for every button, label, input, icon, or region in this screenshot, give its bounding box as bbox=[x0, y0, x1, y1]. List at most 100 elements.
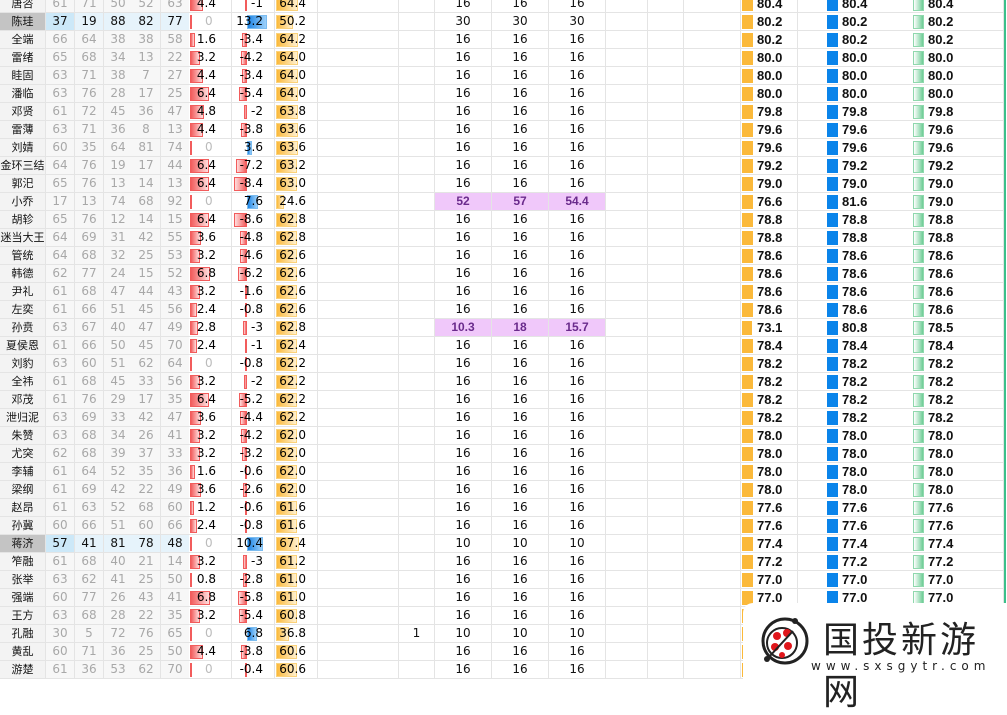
stat-cell[interactable]: 82 bbox=[132, 13, 161, 31]
empty-cell[interactable] bbox=[883, 337, 912, 355]
stat-cell[interactable]: 61 bbox=[46, 337, 75, 355]
mid-value-cell[interactable]: 16 bbox=[549, 283, 606, 301]
col2-cell[interactable]: 78.4 bbox=[826, 337, 883, 355]
stat-cell[interactable]: 60 bbox=[46, 517, 75, 535]
mid-value-cell[interactable]: 16 bbox=[492, 517, 549, 535]
empty-cell[interactable] bbox=[318, 643, 399, 661]
mid-value-cell[interactable]: 16 bbox=[492, 607, 549, 625]
empty-cell[interactable] bbox=[684, 211, 741, 229]
stat-cell[interactable]: 68 bbox=[75, 373, 104, 391]
empty-cell[interactable] bbox=[798, 535, 826, 553]
mid-value-cell[interactable]: 16 bbox=[435, 499, 492, 517]
col2-cell[interactable]: 78.6 bbox=[826, 283, 883, 301]
extra-cell[interactable] bbox=[399, 535, 435, 553]
diff-cell[interactable]: -7.2 bbox=[232, 157, 275, 175]
score-cell[interactable]: 64.0 bbox=[275, 67, 318, 85]
empty-cell[interactable] bbox=[798, 553, 826, 571]
col2-cell[interactable]: 78.6 bbox=[826, 301, 883, 319]
mid-value-cell[interactable]: 16 bbox=[435, 103, 492, 121]
stat-cell[interactable]: 65 bbox=[46, 175, 75, 193]
empty-cell[interactable] bbox=[684, 265, 741, 283]
stat-cell[interactable]: 62 bbox=[46, 265, 75, 283]
empty-cell[interactable] bbox=[648, 463, 684, 481]
empty-cell[interactable] bbox=[969, 0, 1004, 13]
name-cell[interactable]: 孙冀 bbox=[0, 517, 46, 535]
stat-cell[interactable]: 64 bbox=[75, 463, 104, 481]
stat-cell[interactable]: 65 bbox=[161, 625, 190, 643]
score-cell[interactable]: 62.6 bbox=[275, 247, 318, 265]
stat-cell[interactable]: 53 bbox=[161, 247, 190, 265]
stat-cell[interactable]: 14 bbox=[132, 175, 161, 193]
empty-cell[interactable] bbox=[684, 427, 741, 445]
empty-cell[interactable] bbox=[606, 589, 648, 607]
empty-cell[interactable] bbox=[318, 499, 399, 517]
stat-cell[interactable]: 43 bbox=[132, 589, 161, 607]
stat-cell[interactable]: 35 bbox=[132, 463, 161, 481]
mid-value-cell[interactable]: 16 bbox=[549, 445, 606, 463]
stat-cell[interactable]: 45 bbox=[104, 103, 133, 121]
name-cell[interactable]: 管统 bbox=[0, 247, 46, 265]
name-cell[interactable]: 梁纲 bbox=[0, 481, 46, 499]
empty-cell[interactable] bbox=[883, 391, 912, 409]
extra-cell[interactable] bbox=[399, 445, 435, 463]
stat-cell[interactable]: 81 bbox=[104, 535, 133, 553]
col3-cell[interactable]: 78.0 bbox=[912, 463, 969, 481]
name-cell[interactable]: 朱赞 bbox=[0, 427, 46, 445]
stat-cell[interactable]: 63 bbox=[161, 0, 190, 13]
extra-cell[interactable] bbox=[399, 463, 435, 481]
empty-cell[interactable] bbox=[798, 499, 826, 517]
bonus-cell[interactable]: 4.8 bbox=[189, 103, 232, 121]
name-cell[interactable]: 邓茂 bbox=[0, 391, 46, 409]
empty-cell[interactable] bbox=[606, 13, 648, 31]
stat-cell[interactable]: 29 bbox=[104, 391, 133, 409]
empty-cell[interactable] bbox=[684, 535, 741, 553]
empty-cell[interactable] bbox=[318, 589, 399, 607]
stat-cell[interactable]: 50 bbox=[161, 643, 190, 661]
empty-cell[interactable] bbox=[883, 373, 912, 391]
empty-cell[interactable] bbox=[648, 103, 684, 121]
bonus-cell[interactable]: 6.4 bbox=[189, 211, 232, 229]
name-cell[interactable]: 雷薄 bbox=[0, 121, 46, 139]
mid-value-cell[interactable]: 16 bbox=[492, 409, 549, 427]
stat-cell[interactable]: 36 bbox=[161, 463, 190, 481]
empty-cell[interactable] bbox=[798, 13, 826, 31]
mid-value-cell[interactable]: 54.4 bbox=[549, 193, 606, 211]
empty-cell[interactable] bbox=[883, 265, 912, 283]
score-cell[interactable]: 50.2 bbox=[275, 13, 318, 31]
stat-cell[interactable]: 65 bbox=[46, 49, 75, 67]
empty-cell[interactable] bbox=[969, 391, 1004, 409]
stat-cell[interactable]: 63 bbox=[46, 427, 75, 445]
name-cell[interactable]: 小乔 bbox=[0, 193, 46, 211]
score-cell[interactable]: 60.8 bbox=[275, 607, 318, 625]
stat-cell[interactable]: 71 bbox=[75, 643, 104, 661]
empty-cell[interactable] bbox=[606, 247, 648, 265]
stat-cell[interactable]: 45 bbox=[132, 301, 161, 319]
diff-cell[interactable]: -0.6 bbox=[232, 499, 275, 517]
empty-cell[interactable] bbox=[318, 337, 399, 355]
stat-cell[interactable]: 50 bbox=[161, 571, 190, 589]
name-cell[interactable]: 郭汜 bbox=[0, 175, 46, 193]
empty-cell[interactable] bbox=[318, 463, 399, 481]
stat-cell[interactable]: 63 bbox=[46, 409, 75, 427]
score-cell[interactable]: 60.6 bbox=[275, 661, 318, 679]
mid-value-cell[interactable]: 16 bbox=[549, 49, 606, 67]
empty-cell[interactable] bbox=[969, 265, 1004, 283]
stat-cell[interactable]: 52 bbox=[132, 0, 161, 13]
empty-cell[interactable] bbox=[648, 427, 684, 445]
mid-value-cell[interactable]: 16 bbox=[549, 661, 606, 679]
empty-cell[interactable] bbox=[798, 103, 826, 121]
name-cell[interactable]: 刘豹 bbox=[0, 355, 46, 373]
bonus-cell[interactable]: 2.4 bbox=[189, 301, 232, 319]
empty-cell[interactable] bbox=[684, 0, 741, 13]
extra-cell[interactable] bbox=[399, 517, 435, 535]
empty-cell[interactable] bbox=[883, 319, 912, 337]
diff-cell[interactable]: -6.2 bbox=[232, 265, 275, 283]
stat-cell[interactable]: 39 bbox=[104, 445, 133, 463]
extra-cell[interactable] bbox=[399, 121, 435, 139]
empty-cell[interactable] bbox=[798, 427, 826, 445]
mid-value-cell[interactable]: 16 bbox=[492, 643, 549, 661]
extra-cell[interactable] bbox=[399, 355, 435, 373]
empty-cell[interactable] bbox=[606, 535, 648, 553]
mid-value-cell[interactable]: 16 bbox=[549, 481, 606, 499]
stat-cell[interactable]: 36 bbox=[75, 661, 104, 679]
